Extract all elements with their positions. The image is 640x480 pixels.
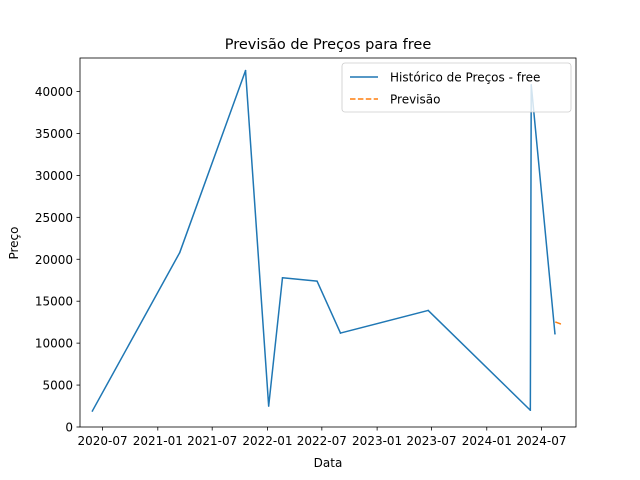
axes-frame xyxy=(79,57,577,428)
history-data-point xyxy=(244,69,247,72)
x-tick-label: 2022-07 xyxy=(297,434,347,448)
history-data-point xyxy=(316,280,318,282)
x-axis-label: Data xyxy=(314,456,343,470)
y-tick-label: 25000 xyxy=(35,211,73,225)
history-data-point xyxy=(554,333,556,335)
x-tick-label: 2024-01 xyxy=(462,434,512,448)
y-tick-label: 35000 xyxy=(35,127,73,141)
history-data-point xyxy=(178,251,181,254)
forecast-series-line xyxy=(555,321,561,325)
history-data-point xyxy=(427,309,429,312)
legend-box xyxy=(341,62,572,113)
history-data-point xyxy=(281,276,284,279)
y-tick-label: 5000 xyxy=(42,379,73,393)
plot-area xyxy=(91,69,562,412)
x-axis-ticks: 2020-07 2021-01 2021-07 2022-01 2022-07 2023-… xyxy=(77,427,567,448)
x-tick-label: 2022-01 xyxy=(242,434,292,448)
y-tick-label: 0 xyxy=(65,421,73,435)
history-data-point xyxy=(529,409,532,411)
y-tick-label: 30000 xyxy=(35,169,73,183)
y-tick-label: 20000 xyxy=(35,253,73,267)
x-tick-label: 2023-07 xyxy=(406,434,456,448)
forecast-data-point xyxy=(555,321,557,323)
x-tick-label: 2021-07 xyxy=(187,434,237,448)
x-tick-label: 2023-01 xyxy=(352,434,402,448)
y-axis-ticks: 0 5000 10000 15000 20000 25000 30000 35000 40000 xyxy=(35,85,80,435)
y-tick-label: 15000 xyxy=(35,295,73,309)
legend-forecast-label: Previsão xyxy=(390,93,440,107)
y-tick-label: 10000 xyxy=(35,337,73,351)
x-tick-label: 2021-01 xyxy=(133,434,183,448)
y-tick-label: 40000 xyxy=(35,85,73,99)
axes xyxy=(79,57,577,428)
y-axis-label: Preço xyxy=(7,226,21,259)
history-data-point xyxy=(267,405,270,407)
chart-title: Previsão de Preços para free xyxy=(225,37,432,53)
x-tick-label: 2020-07 xyxy=(77,434,127,448)
legend-history-label: Histórico de Preços - free xyxy=(390,71,540,85)
legend: Histórico de Preços - free Previsão xyxy=(341,62,572,113)
x-tick-label: 2024-07 xyxy=(516,434,566,448)
history-data-point xyxy=(91,410,94,412)
history-data-point xyxy=(339,332,342,334)
forecast-data-point xyxy=(559,323,562,325)
